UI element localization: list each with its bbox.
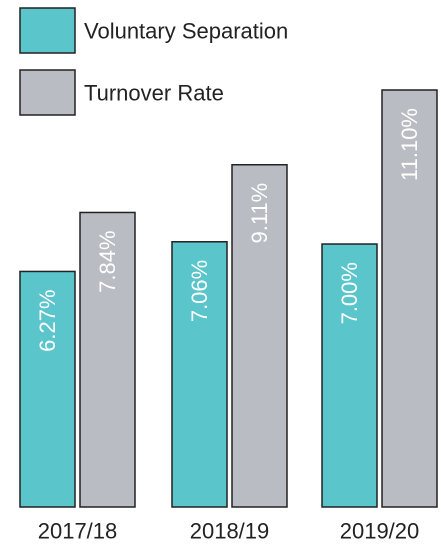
x-tick-label: 2019/20 [340, 519, 420, 544]
bar [381, 89, 438, 508]
value-label: 9.11% [247, 183, 272, 244]
legend-swatch [19, 69, 76, 116]
value-label: 7.06% [187, 260, 212, 322]
bar [231, 164, 288, 508]
bar [79, 211, 136, 508]
legend-swatch [19, 7, 76, 54]
legend-label: Turnover Rate [84, 81, 224, 106]
bar [19, 270, 76, 508]
value-label: 7.00% [337, 262, 362, 324]
bar [171, 241, 228, 508]
value-label: 6.27% [35, 289, 60, 351]
value-label: 11.10% [397, 108, 422, 181]
bar [321, 243, 378, 508]
value-label: 7.84% [95, 230, 120, 292]
x-tick-label: 2018/19 [190, 519, 270, 544]
legend-label: Voluntary Separation [84, 19, 288, 44]
x-tick-label: 2017/18 [38, 519, 118, 544]
